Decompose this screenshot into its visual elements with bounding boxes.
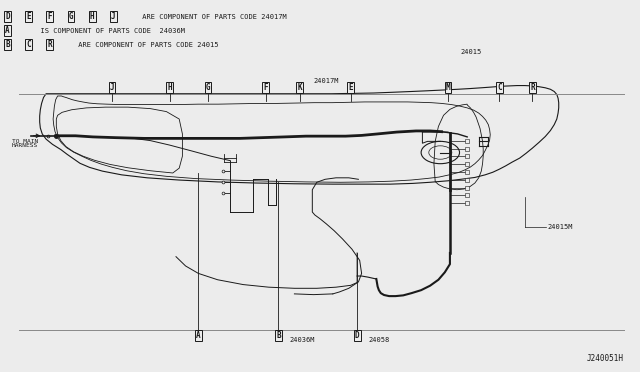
Text: IS COMPONENT OF PARTS CODE  24036M: IS COMPONENT OF PARTS CODE 24036M — [32, 28, 185, 33]
Text: ARE COMPONENT OF PARTS CODE 24017M: ARE COMPONENT OF PARTS CODE 24017M — [138, 14, 286, 20]
Text: G: G — [205, 83, 211, 92]
Text: H: H — [90, 12, 95, 21]
Text: 24058: 24058 — [369, 337, 390, 343]
Text: HARNESS: HARNESS — [12, 143, 38, 148]
Text: J: J — [111, 12, 116, 21]
Text: D: D — [5, 12, 10, 21]
Text: ARE COMPONENT OF PARTS CODE 24015: ARE COMPONENT OF PARTS CODE 24015 — [74, 42, 219, 48]
Text: H: H — [167, 83, 172, 92]
Text: F: F — [263, 83, 268, 92]
Text: 24015: 24015 — [461, 49, 482, 55]
Text: F: F — [47, 12, 52, 21]
Text: K: K — [297, 83, 302, 92]
Text: D: D — [355, 331, 360, 340]
Text: C: C — [26, 40, 31, 49]
Text: 24017M: 24017M — [314, 78, 339, 84]
Text: R: R — [47, 40, 52, 49]
Text: C: C — [497, 83, 502, 92]
Text: J: J — [109, 83, 115, 92]
Text: B: B — [276, 331, 281, 340]
Text: 24036M: 24036M — [289, 337, 315, 343]
Text: A: A — [5, 26, 10, 35]
Text: R: R — [530, 83, 535, 92]
Text: A: A — [196, 331, 201, 340]
Text: TO MAIN: TO MAIN — [12, 139, 38, 144]
Text: 24015M: 24015M — [547, 224, 573, 230]
Text: B: B — [5, 40, 10, 49]
Text: J240051H: J240051H — [587, 354, 624, 363]
Text: E: E — [348, 83, 353, 92]
Text: G: G — [68, 12, 74, 21]
Text: M: M — [445, 83, 451, 92]
Text: E: E — [26, 12, 31, 21]
